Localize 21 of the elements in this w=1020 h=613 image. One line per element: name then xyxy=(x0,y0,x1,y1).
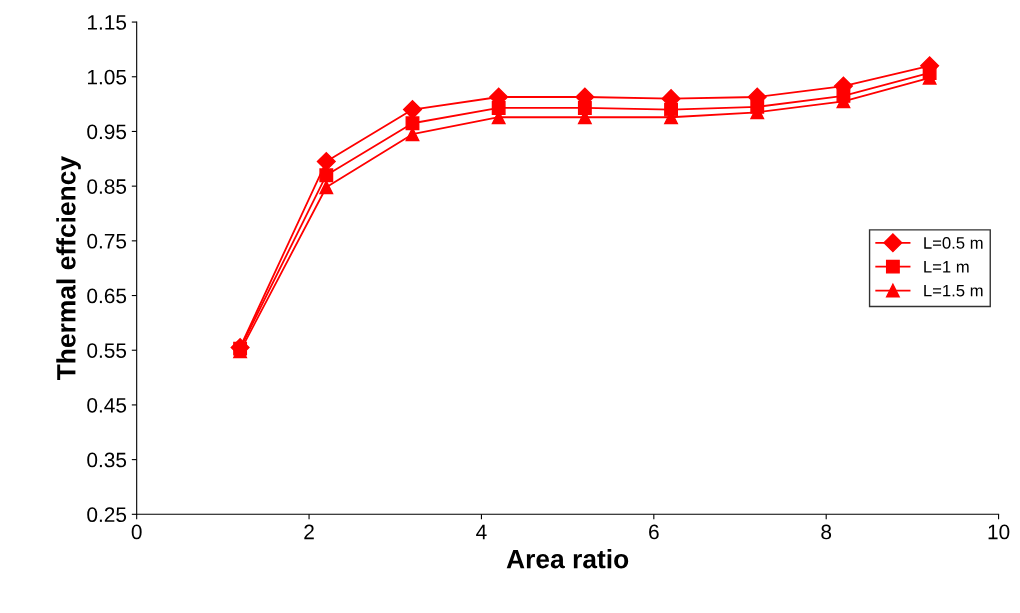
legend-label: L=1.5 m xyxy=(924,284,983,297)
y-axis-title: Thermal effciency xyxy=(56,156,81,381)
y-tick-label: 0.65 xyxy=(87,288,127,304)
x-axis-title: Area ratio xyxy=(506,549,629,569)
x-tick-label: 2 xyxy=(304,524,314,540)
x-tick-label: 6 xyxy=(649,524,659,540)
y-tick-label: 0.25 xyxy=(87,507,127,523)
x-tick-label: 8 xyxy=(821,524,832,540)
x-tick-label: 4 xyxy=(476,524,487,540)
y-tick-label: 0.85 xyxy=(87,179,127,194)
y-tick-label: 0.95 xyxy=(87,124,127,140)
y-tick-label: 0.35 xyxy=(87,452,127,468)
y-tick-label: 1.05 xyxy=(88,69,127,85)
y-tick-label: 0.45 xyxy=(87,397,127,413)
y-tick-label: 0.75 xyxy=(87,233,127,249)
y-tick-label: 1.15 xyxy=(88,15,127,30)
legend-label: L=1 m xyxy=(924,261,969,273)
legend-label: L=0.5 m xyxy=(924,236,983,249)
x-tick-label: 10 xyxy=(988,524,1010,540)
y-tick-label: 0.55 xyxy=(87,343,127,358)
x-tick-label: 0 xyxy=(131,524,142,540)
